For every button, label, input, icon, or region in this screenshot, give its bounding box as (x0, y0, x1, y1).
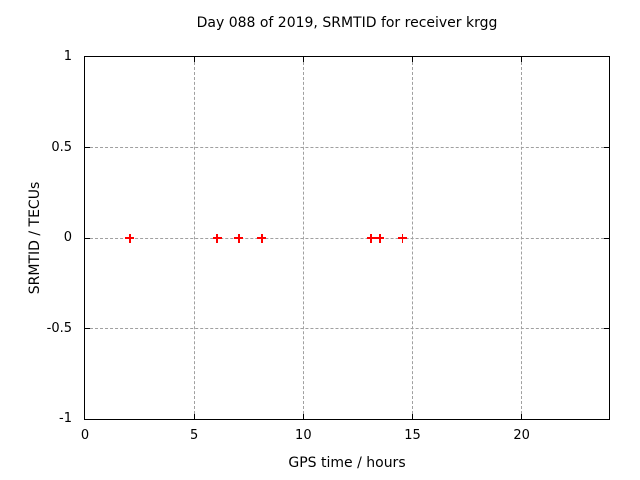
chart-title: Day 088 of 2019, SRMTID for receiver krg… (196, 15, 498, 31)
marker-vertical-bar (129, 233, 131, 243)
x-tick-bottom (193, 414, 195, 419)
data-point-marker (366, 233, 376, 243)
gridline-horizontal (85, 328, 609, 329)
y-tick-left (85, 237, 90, 239)
x-tick-top (302, 57, 304, 62)
data-point-marker (125, 233, 135, 243)
x-tick-top (193, 57, 195, 62)
data-point-marker (398, 233, 408, 243)
gridline-horizontal (85, 147, 609, 148)
marker-vertical-bar (401, 233, 404, 243)
y-tick-label: 0 (63, 230, 72, 245)
x-tick-bottom (521, 414, 523, 419)
x-tick-label: 5 (190, 428, 199, 443)
x-tick-top (412, 57, 413, 62)
y-tick-right (604, 237, 609, 239)
y-tick-left (85, 147, 90, 148)
y-tick-left (85, 328, 90, 329)
marker-vertical-bar (370, 233, 372, 243)
data-point-marker (212, 233, 222, 243)
x-tick-label: 10 (295, 428, 312, 443)
x-tick-label: 20 (513, 428, 530, 443)
x-tick-top (521, 57, 523, 62)
plot-area (84, 56, 610, 420)
y-tick-label: 1 (63, 49, 72, 64)
x-axis-label: GPS time / hours (288, 455, 406, 471)
y-tick-label: -1 (59, 411, 72, 426)
x-tick-bottom (412, 414, 413, 419)
y-tick-right (604, 328, 609, 329)
x-tick-label: 0 (80, 428, 90, 443)
y-tick-right (604, 147, 609, 148)
marker-vertical-bar (216, 233, 218, 243)
x-tick-label: 15 (404, 428, 421, 443)
data-point-marker (375, 233, 385, 243)
x-tick-bottom (302, 414, 304, 419)
y-tick-label: 0.5 (51, 139, 72, 155)
data-point-marker (234, 233, 244, 243)
gridline-horizontal (85, 237, 609, 239)
data-point-marker (257, 233, 267, 243)
marker-vertical-bar (261, 233, 263, 243)
marker-vertical-bar (379, 233, 381, 243)
y-tick-label: -0.5 (46, 320, 72, 336)
marker-vertical-bar (238, 233, 240, 243)
